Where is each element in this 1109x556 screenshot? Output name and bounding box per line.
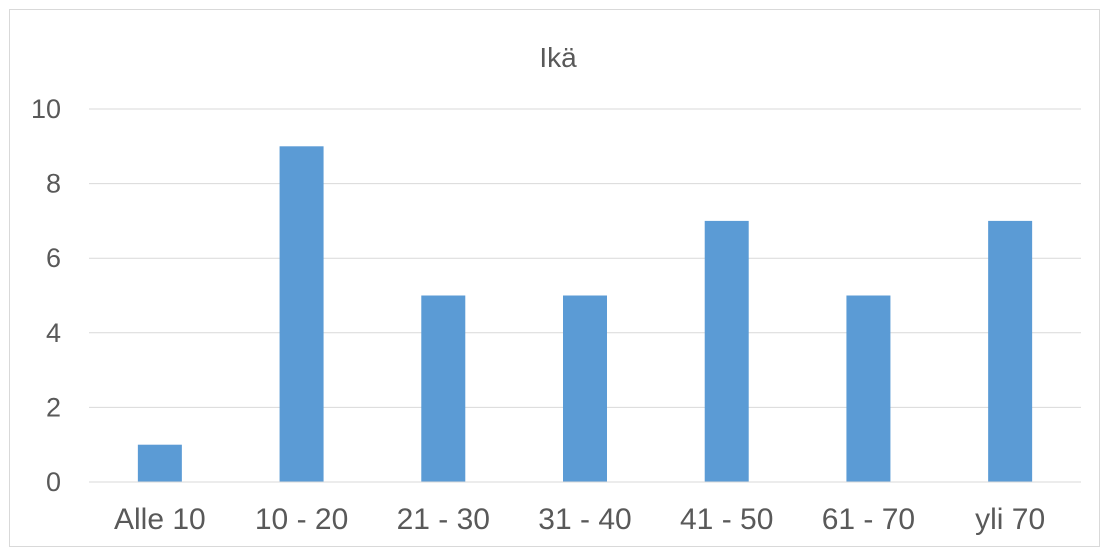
x-category-label: 41 - 50 [680, 503, 773, 536]
bar [988, 220, 1033, 482]
y-tick-label: 4 [46, 318, 61, 348]
x-category-label: Alle 10 [114, 503, 206, 536]
y-tick-label: 10 [31, 94, 61, 124]
bar [704, 220, 749, 482]
bar [563, 295, 607, 482]
y-tick-label: 0 [46, 467, 61, 497]
x-category-label: 61 - 70 [822, 503, 915, 536]
y-axis-ticks: 0 2 4 6 8 10 [31, 94, 61, 497]
bar [137, 444, 182, 482]
y-tick-label: 8 [46, 169, 61, 199]
chart-frame [9, 9, 1100, 547]
bar [846, 295, 891, 482]
x-axis-categories: Alle 10 10 - 20 21 - 30 31 - 40 41 - 50 61 - … [114, 503, 1045, 536]
bar [279, 146, 324, 483]
bar [421, 295, 466, 482]
x-category-label: 10 - 20 [255, 503, 348, 536]
bars [137, 146, 1033, 483]
y-tick-label: 2 [46, 392, 61, 422]
x-category-label: 21 - 30 [397, 503, 490, 536]
y-tick-label: 6 [46, 243, 61, 273]
x-category-label: 31 - 40 [538, 503, 631, 536]
x-category-label: yli 70 [975, 503, 1045, 536]
chart-title: Ikä [539, 42, 577, 73]
